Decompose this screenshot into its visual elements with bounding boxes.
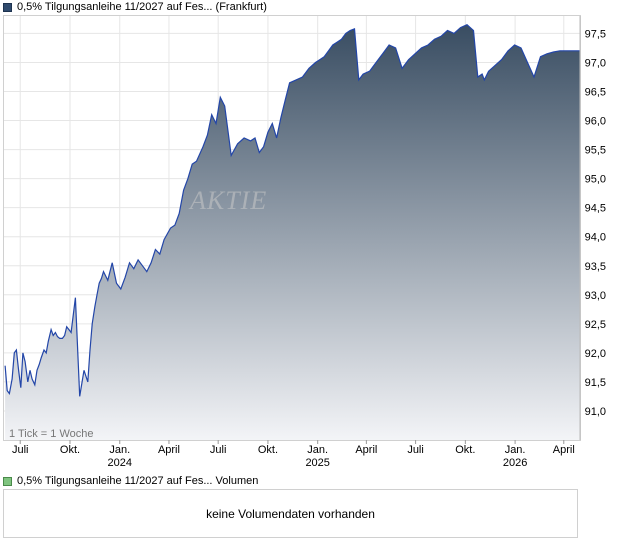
y-tick-label: 94,0 xyxy=(585,232,606,244)
x-tick-label: April xyxy=(158,444,180,456)
price-legend-swatch xyxy=(3,2,12,12)
x-tick-label: April xyxy=(553,444,575,456)
price-area xyxy=(5,24,580,440)
tick-note: 1 Tick = 1 Woche xyxy=(9,428,94,440)
price-legend-label: 0,5% Tilgungsanleihe 11/2027 auf Fes... … xyxy=(17,1,267,13)
y-tick-label: 97,0 xyxy=(585,57,606,69)
y-tick-label: 96,5 xyxy=(585,87,606,99)
y-tick-label: 92,0 xyxy=(585,348,606,360)
y-tick-label: 95,5 xyxy=(585,145,606,157)
x-tick-label: April xyxy=(355,444,377,456)
y-tick-label: 96,0 xyxy=(585,116,606,128)
volume-panel: keine Volumendaten vorhanden xyxy=(3,489,578,538)
watermark: AKTIE xyxy=(190,186,268,215)
price-chart: 91,0 91,5 92,0 92,5 93,0 93,5 94,0 94,5 95,0 95,5… xyxy=(4,16,606,469)
price-line xyxy=(4,23,580,397)
x-tick-label: Juli xyxy=(12,444,29,456)
x-tick-label: Jan. xyxy=(307,444,328,456)
y-tick-label: 95,0 xyxy=(585,174,606,186)
x-year-label: 2025 xyxy=(305,457,329,469)
y-tick-label: 91,0 xyxy=(585,406,606,418)
x-tick-label: Okt. xyxy=(60,444,80,456)
x-year-label: 2024 xyxy=(107,457,131,469)
x-tick-label: Jan. xyxy=(109,444,130,456)
y-tick-label: 97,5 xyxy=(585,28,606,40)
x-tick-label: Jan. xyxy=(505,444,526,456)
volume-empty-message: keine Volumendaten vorhanden xyxy=(206,506,375,521)
x-tick-label: Okt. xyxy=(258,444,278,456)
volume-legend-label: 0,5% Tilgungsanleihe 11/2027 auf Fes... … xyxy=(17,475,259,487)
x-year-label: 2026 xyxy=(503,457,527,469)
y-tick-label: 91,5 xyxy=(585,377,606,389)
x-tick-label: Juli xyxy=(407,444,424,456)
y-tick-label: 93,5 xyxy=(585,261,606,273)
y-tick-label: 94,5 xyxy=(585,203,606,215)
x-tick-label: Juli xyxy=(210,444,227,456)
volume-legend: 0,5% Tilgungsanleihe 11/2027 auf Fes... … xyxy=(3,474,258,488)
volume-legend-swatch xyxy=(3,476,12,486)
x-tick-label: Okt. xyxy=(455,444,475,456)
price-legend: 0,5% Tilgungsanleihe 11/2027 auf Fes... … xyxy=(3,0,267,14)
y-tick-label: 92,5 xyxy=(585,319,606,331)
y-tick-label: 93,0 xyxy=(585,290,606,302)
